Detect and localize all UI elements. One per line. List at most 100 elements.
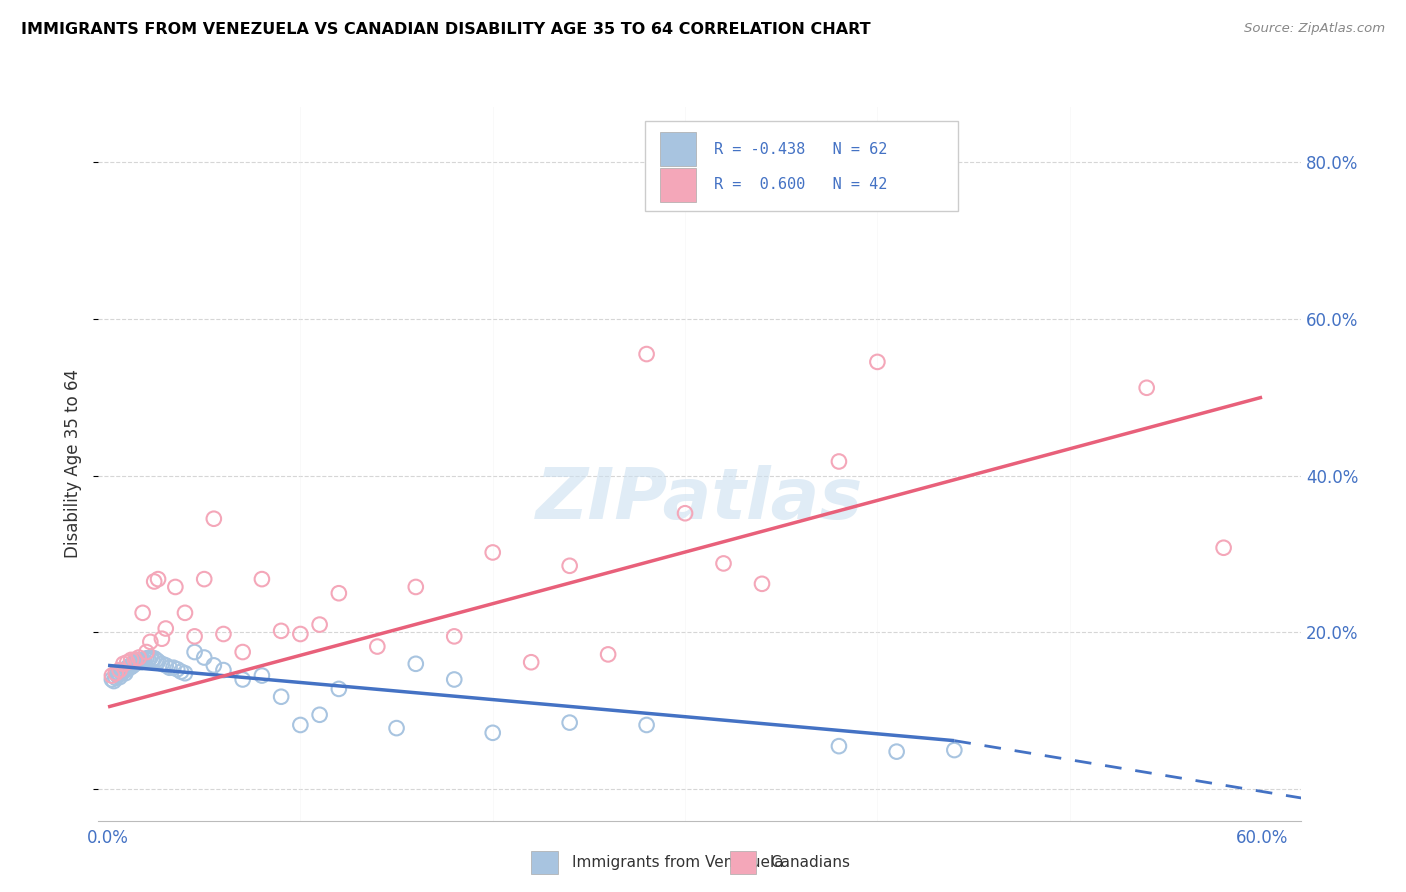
Point <box>212 627 235 641</box>
Point <box>131 653 153 667</box>
Point <box>120 658 142 673</box>
Point <box>520 655 543 669</box>
Point <box>135 651 157 665</box>
Point <box>128 650 150 665</box>
Point <box>558 558 581 573</box>
Text: Immigrants from Venezuela: Immigrants from Venezuela <box>572 855 783 871</box>
Point <box>159 661 181 675</box>
Point <box>104 666 127 681</box>
Point <box>713 557 735 571</box>
Point <box>250 572 273 586</box>
Point <box>117 661 139 675</box>
Point <box>118 661 141 675</box>
Point <box>108 663 131 677</box>
Point <box>174 606 197 620</box>
Point <box>212 663 235 677</box>
Point <box>866 355 889 369</box>
Point <box>155 658 177 673</box>
FancyBboxPatch shape <box>645 121 957 211</box>
Point <box>118 659 141 673</box>
Point <box>366 640 388 654</box>
Point <box>943 743 966 757</box>
FancyBboxPatch shape <box>659 132 696 166</box>
Point <box>107 668 129 682</box>
Point <box>405 580 427 594</box>
Point <box>290 718 312 732</box>
Point <box>139 635 162 649</box>
Point <box>120 660 142 674</box>
Point <box>202 658 225 673</box>
Point <box>270 690 292 704</box>
Point <box>125 655 148 669</box>
Point <box>828 454 851 468</box>
Text: ZIPatlas: ZIPatlas <box>536 465 863 534</box>
Point <box>328 586 350 600</box>
Point <box>308 617 330 632</box>
Point <box>162 661 184 675</box>
Point <box>202 512 225 526</box>
Point <box>103 674 125 689</box>
Point <box>308 707 330 722</box>
Point <box>114 666 136 681</box>
Text: IMMIGRANTS FROM VENEZUELA VS CANADIAN DISABILITY AGE 35 TO 64 CORRELATION CHART: IMMIGRANTS FROM VENEZUELA VS CANADIAN DI… <box>21 22 870 37</box>
FancyBboxPatch shape <box>730 851 756 874</box>
Point <box>636 718 658 732</box>
Point <box>165 580 187 594</box>
Point <box>150 632 173 646</box>
Point <box>145 653 167 667</box>
Point <box>143 574 166 589</box>
Point <box>150 657 173 671</box>
Point <box>139 650 162 665</box>
Point <box>143 651 166 665</box>
Point <box>114 663 136 677</box>
Point <box>886 745 908 759</box>
Point <box>232 645 254 659</box>
Point <box>112 657 135 671</box>
Point <box>232 673 254 687</box>
Y-axis label: Disability Age 35 to 64: Disability Age 35 to 64 <box>65 369 83 558</box>
Point <box>108 667 131 681</box>
Point <box>101 673 124 687</box>
Point <box>1136 381 1159 395</box>
Point <box>598 648 620 662</box>
Point <box>124 653 146 667</box>
Point <box>138 653 160 667</box>
Point <box>104 671 127 685</box>
Point <box>155 622 177 636</box>
Point <box>110 666 132 681</box>
Point <box>636 347 658 361</box>
Point <box>112 665 135 679</box>
Point <box>170 665 193 679</box>
FancyBboxPatch shape <box>531 851 558 874</box>
Point <box>558 715 581 730</box>
Point <box>117 662 139 676</box>
Point <box>443 629 465 643</box>
Point <box>108 670 131 684</box>
Point <box>134 655 156 669</box>
Point <box>117 655 139 669</box>
Point <box>673 506 696 520</box>
Point <box>385 721 408 735</box>
Text: R =  0.600   N = 42: R = 0.600 N = 42 <box>714 178 887 193</box>
Point <box>481 545 503 559</box>
Point <box>270 624 292 638</box>
Point <box>129 655 152 669</box>
Point <box>481 726 503 740</box>
Point <box>193 572 215 586</box>
Point <box>107 666 129 681</box>
Point <box>120 653 142 667</box>
Point <box>112 663 135 677</box>
Point <box>751 577 773 591</box>
Text: R = -0.438   N = 62: R = -0.438 N = 62 <box>714 142 887 157</box>
Point <box>174 666 197 681</box>
Point <box>125 653 148 667</box>
Point <box>101 668 124 682</box>
Point <box>146 655 169 669</box>
Point <box>183 629 205 643</box>
Point <box>122 657 145 671</box>
Point <box>1212 541 1234 555</box>
Point <box>443 673 465 687</box>
Point <box>124 655 146 669</box>
Point <box>110 665 132 679</box>
Point <box>131 606 153 620</box>
